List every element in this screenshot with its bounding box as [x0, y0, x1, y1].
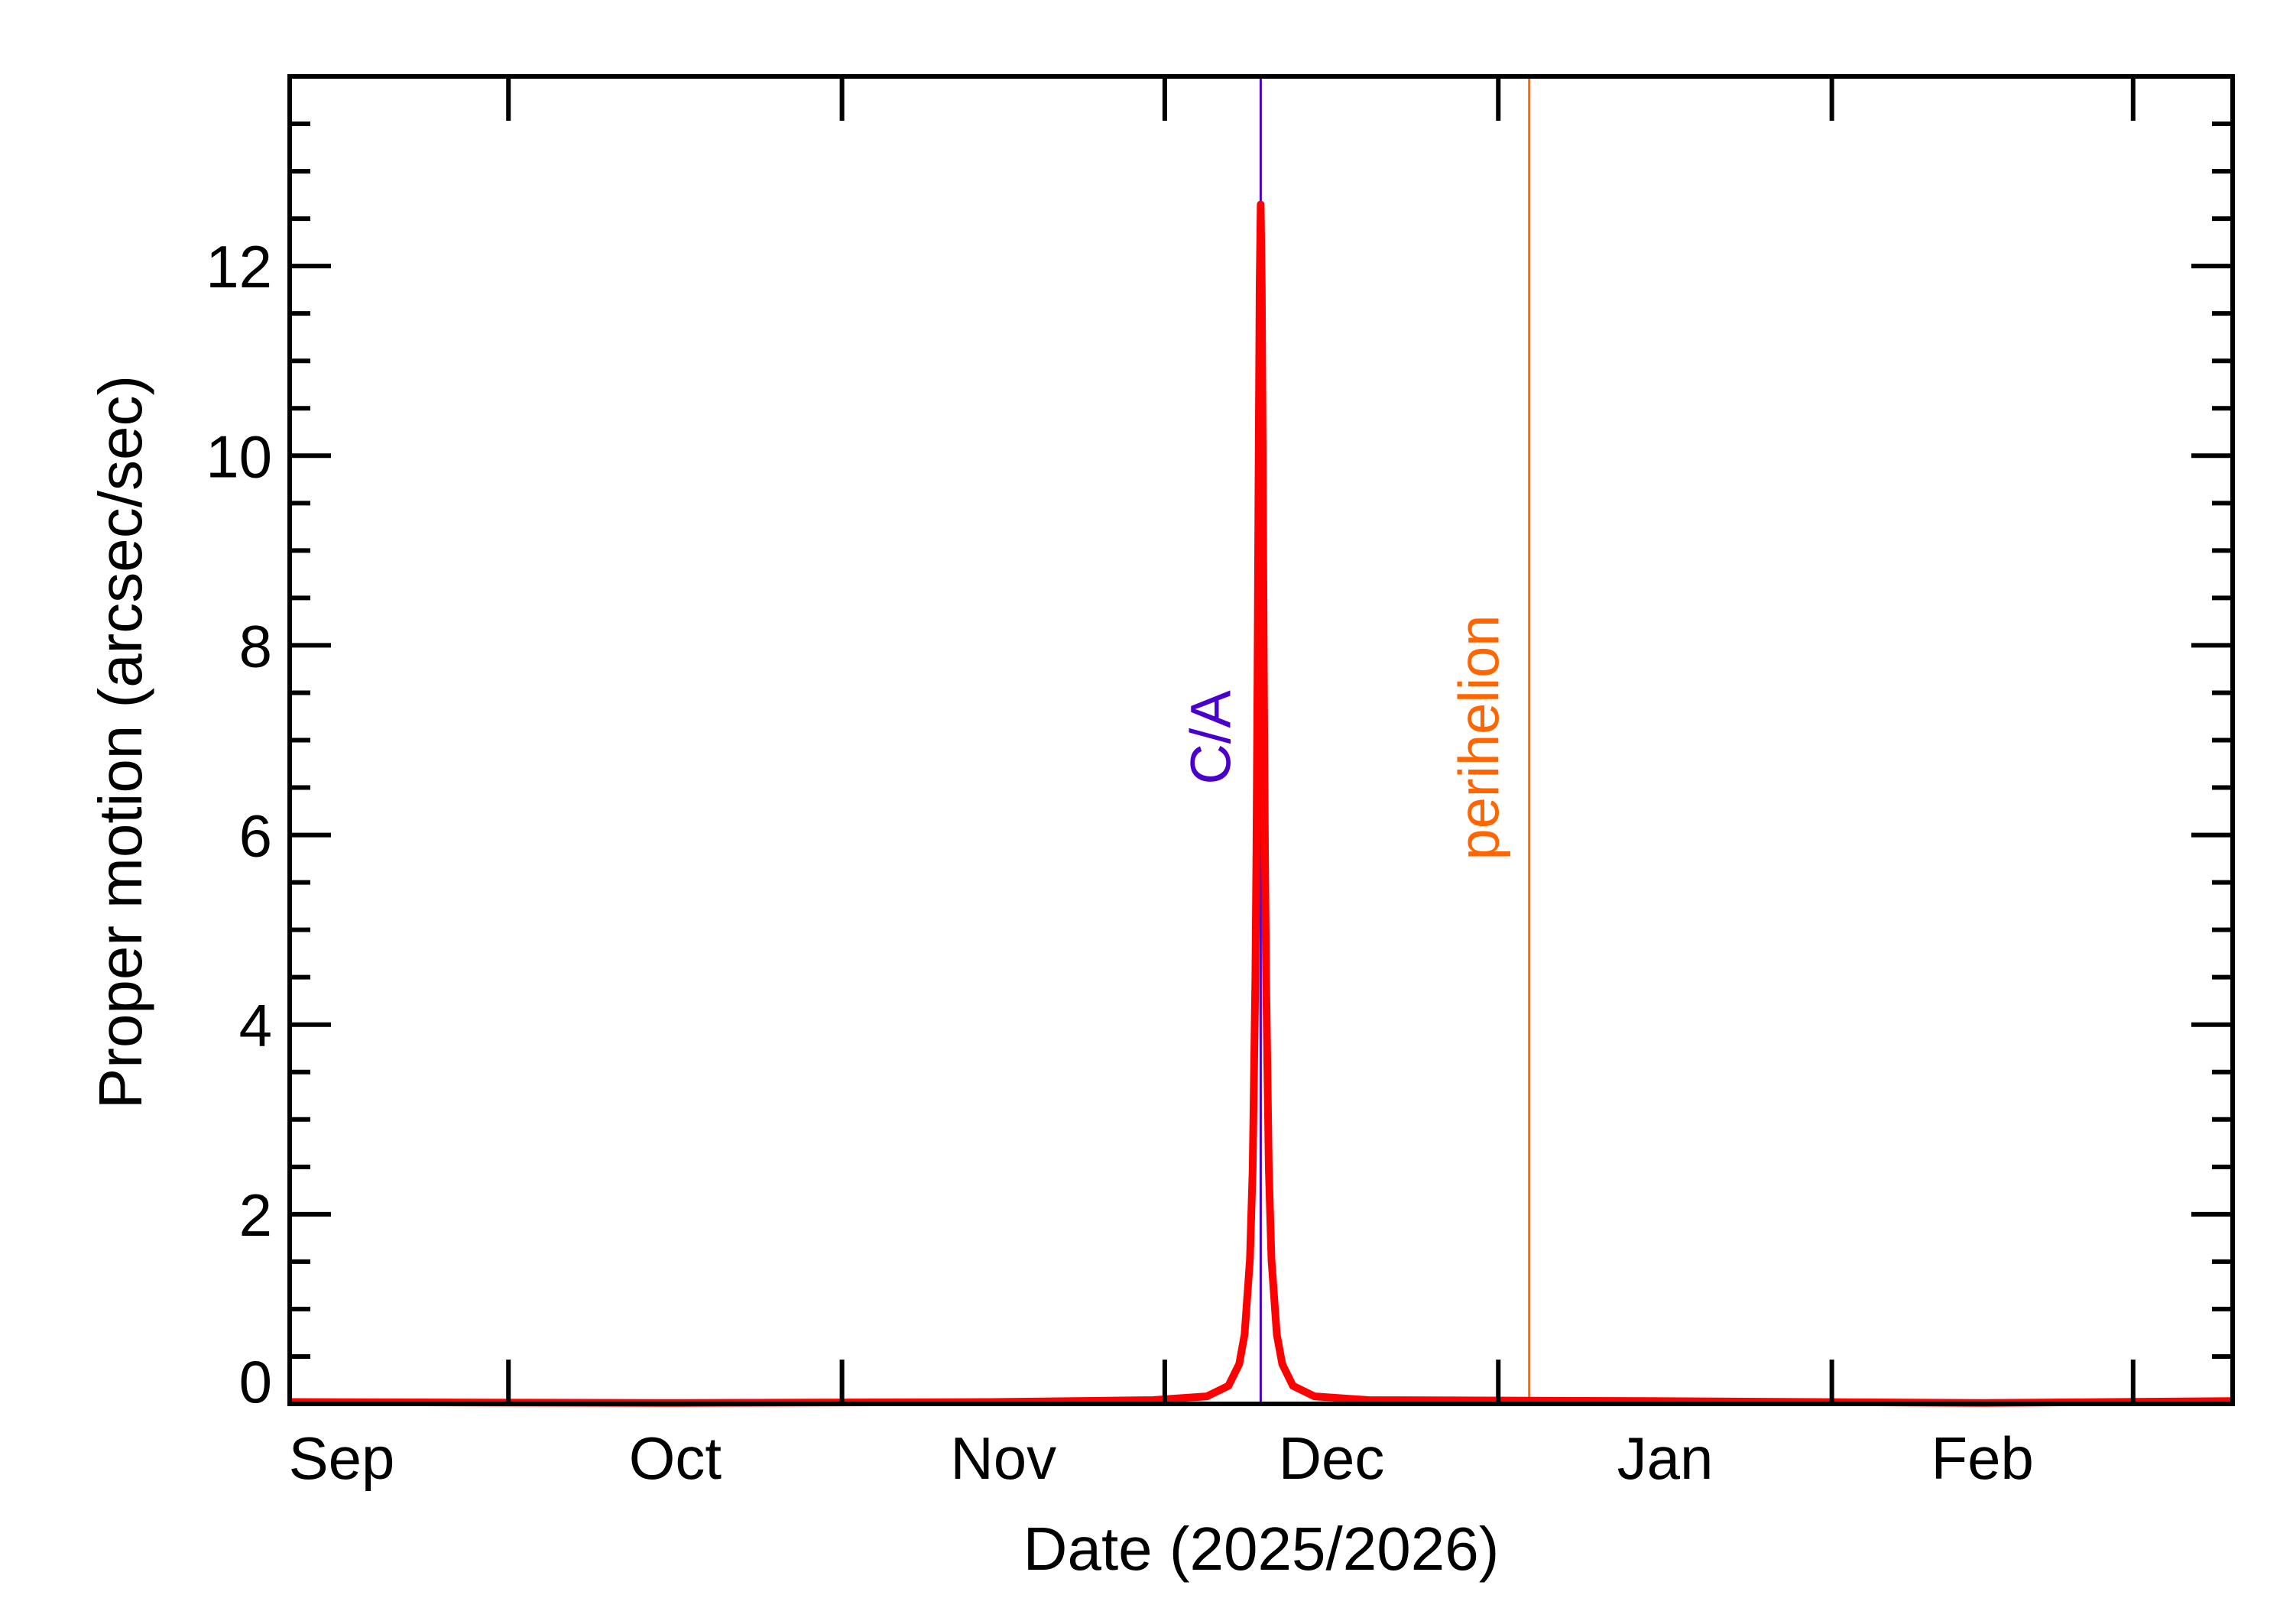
y-tick-label: 4: [239, 992, 272, 1059]
event-label: perihelion: [1448, 615, 1511, 861]
x-tick-label: Oct: [629, 1425, 722, 1492]
y-tick-label: 12: [206, 233, 272, 300]
x-tick-label: Dec: [1279, 1425, 1385, 1492]
x-tick-label: Sep: [289, 1425, 395, 1492]
y-tick-label: 6: [239, 802, 272, 870]
y-axis-title: Proper motion (arcsec/sec): [86, 375, 154, 1109]
x-tick-label: Jan: [1617, 1425, 1714, 1492]
y-tick-label: 0: [239, 1348, 272, 1415]
y-tick-label: 8: [239, 612, 272, 679]
x-tick-label: Nov: [950, 1425, 1056, 1492]
y-tick-label: 10: [206, 423, 272, 490]
y-tick-label: 2: [239, 1182, 272, 1249]
x-axis-title: Date (2025/2026): [1023, 1515, 1500, 1583]
series-line: [289, 200, 2233, 1407]
x-tick-label: Feb: [1931, 1425, 2034, 1492]
plot-area: C/A perihelion: [289, 76, 2233, 1407]
axes: Sep Oct Nov Dec Jan Feb 0 2 4 6 8 10 12: [206, 74, 2235, 1492]
event-label: C/A: [1179, 690, 1242, 785]
